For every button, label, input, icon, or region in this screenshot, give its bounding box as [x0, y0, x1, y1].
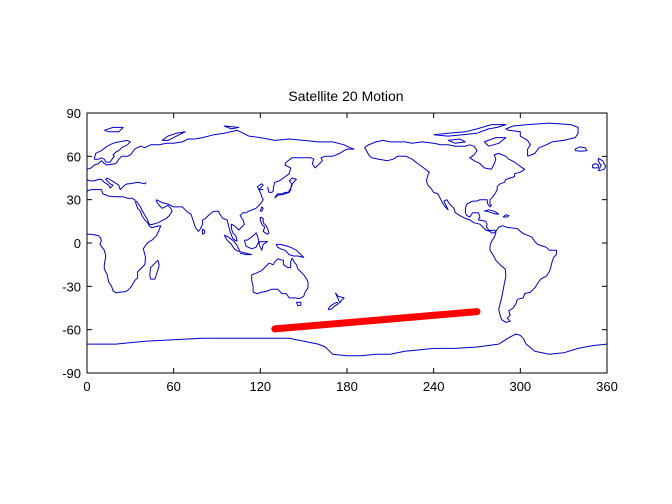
coastline — [239, 251, 253, 256]
coastline — [135, 199, 173, 225]
x-tick-label: 60 — [166, 379, 180, 394]
coastline — [259, 216, 270, 235]
y-tick-label: 30 — [67, 193, 81, 208]
x-tick-label: 240 — [423, 379, 445, 394]
coastline — [433, 124, 507, 137]
x-tick-label: 0 — [83, 379, 90, 394]
coastline — [484, 209, 500, 215]
y-tick-label: -60 — [62, 323, 81, 338]
coastline — [201, 228, 206, 235]
coastline — [86, 189, 162, 294]
coastline — [223, 125, 240, 130]
coastline — [574, 146, 588, 152]
x-tick-label: 180 — [336, 379, 358, 394]
y-tick-label: 0 — [74, 236, 81, 251]
coastline — [86, 177, 147, 191]
x-tick-label: 300 — [509, 379, 531, 394]
coastline — [251, 257, 309, 300]
coastline — [223, 234, 241, 253]
coastline — [267, 148, 355, 193]
coastline — [274, 177, 297, 199]
x-axis: 0 60 120 180 240 300 360 — [83, 113, 618, 394]
plot-frame — [86, 112, 608, 374]
y-tick-label: -90 — [62, 366, 81, 381]
coastline — [161, 131, 186, 141]
coastline — [87, 333, 608, 357]
coastline — [295, 301, 302, 307]
coastline — [483, 137, 507, 147]
coastline — [258, 241, 269, 251]
coastline — [156, 183, 264, 242]
chart-title: Satellite 20 Motion — [288, 88, 403, 104]
satellite-track-line — [271, 308, 481, 333]
coastline — [597, 158, 607, 172]
coastline — [489, 225, 557, 323]
y-axis: -90 -60 -30 0 30 60 90 — [62, 106, 607, 381]
coastline — [327, 301, 339, 310]
coastline — [275, 243, 305, 258]
x-tick-label: 360 — [596, 379, 618, 394]
x-tick-label: 120 — [249, 379, 271, 394]
coastline — [447, 138, 466, 144]
coastline — [502, 214, 510, 218]
coastline — [592, 163, 599, 169]
coastline — [104, 126, 124, 133]
series-layer — [271, 308, 481, 333]
coastline — [243, 232, 260, 250]
coastline — [149, 259, 160, 280]
coastline — [505, 122, 579, 157]
coastline — [334, 292, 345, 304]
coastline — [363, 139, 526, 234]
coastline — [86, 129, 355, 170]
coastline — [93, 139, 131, 163]
coastline — [259, 206, 264, 212]
y-tick-label: 90 — [67, 106, 81, 121]
y-tick-label: 60 — [67, 149, 81, 164]
world-map-coastlines — [86, 122, 608, 357]
y-tick-label: -30 — [62, 279, 81, 294]
